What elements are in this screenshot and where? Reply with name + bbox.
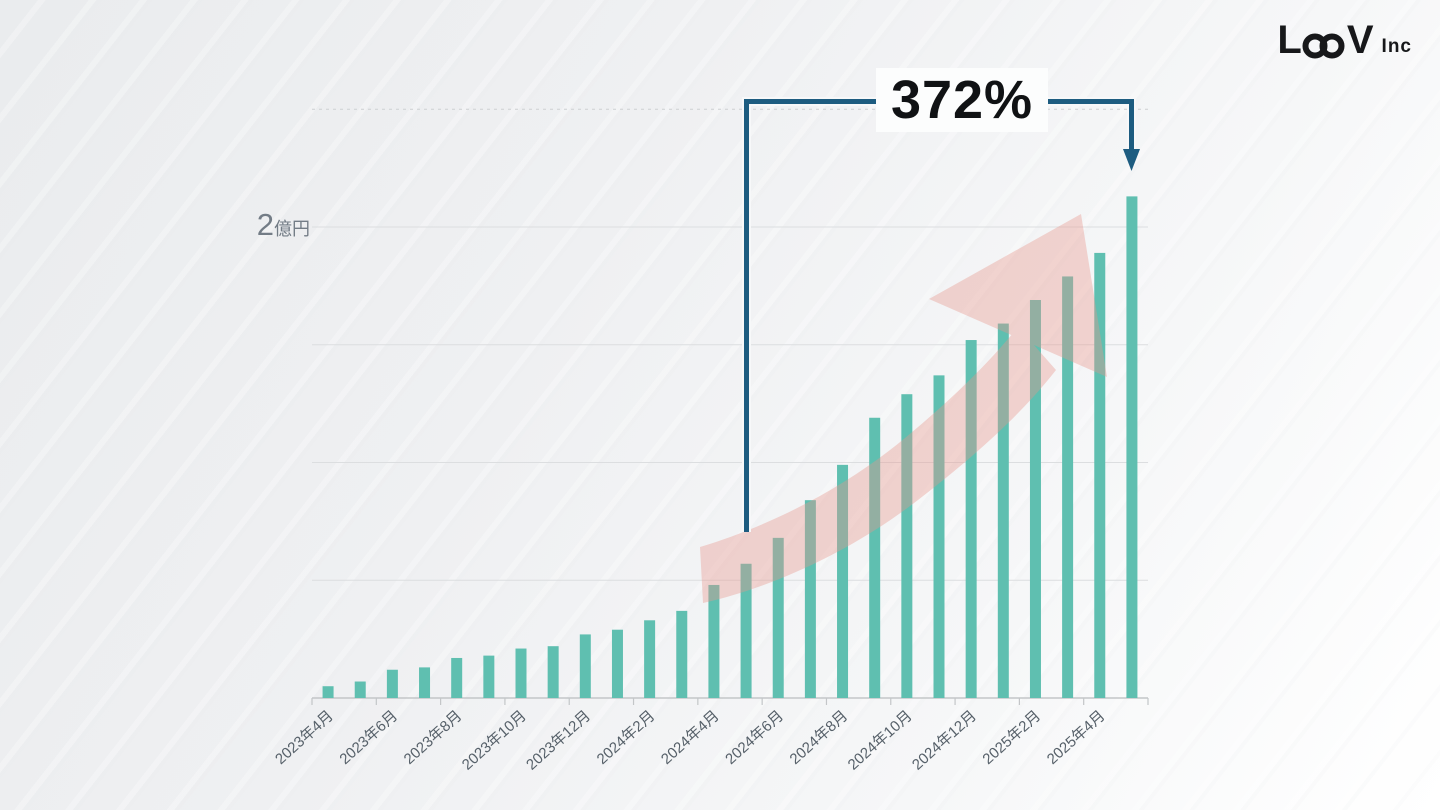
bar bbox=[804, 500, 816, 698]
x-tick-label: 2023年10月 bbox=[459, 707, 530, 773]
x-tick-label: 2024年4月 bbox=[658, 707, 723, 768]
bar bbox=[1126, 196, 1138, 698]
bar bbox=[322, 686, 334, 698]
x-tick-label: 2024年2月 bbox=[594, 707, 659, 768]
bar bbox=[1094, 252, 1106, 698]
x-tick-label: 2023年6月 bbox=[336, 707, 401, 768]
logo-letter-l: L bbox=[1277, 18, 1301, 62]
company-logo: L V Inc bbox=[1277, 20, 1412, 60]
bar bbox=[933, 375, 945, 698]
bar bbox=[997, 323, 1009, 698]
bar bbox=[644, 620, 656, 698]
bar bbox=[515, 648, 527, 698]
bar bbox=[419, 667, 431, 698]
bar bbox=[772, 537, 784, 698]
x-tick-label: 2024年10月 bbox=[845, 707, 916, 773]
y-axis-value: 2 bbox=[256, 207, 274, 242]
growth-arrow-illustration bbox=[700, 214, 1107, 603]
bar bbox=[1062, 276, 1074, 698]
bar bbox=[901, 394, 913, 698]
x-tick-label: 2023年4月 bbox=[272, 707, 337, 768]
bar bbox=[708, 584, 720, 698]
bar bbox=[869, 417, 881, 698]
y-axis-label: 2億円 bbox=[238, 207, 310, 243]
growth-percentage-label: 372% bbox=[876, 68, 1048, 132]
bracket-arrowhead-icon bbox=[1123, 149, 1140, 171]
x-tick-label: 2025年4月 bbox=[1044, 707, 1109, 768]
logo-suffix: Inc bbox=[1381, 36, 1412, 57]
bar bbox=[965, 340, 977, 698]
logo-letter-v: V bbox=[1346, 18, 1374, 62]
bar bbox=[1029, 300, 1041, 698]
bar bbox=[740, 563, 752, 698]
bar bbox=[483, 655, 495, 698]
bar bbox=[579, 634, 591, 698]
logo-infinity-icon bbox=[1302, 33, 1345, 59]
x-tick-label: 2024年12月 bbox=[909, 707, 980, 773]
bar bbox=[354, 681, 366, 698]
bar bbox=[611, 629, 623, 698]
bar bbox=[837, 464, 849, 698]
x-tick-label: 2024年8月 bbox=[787, 707, 852, 768]
bar bbox=[676, 610, 688, 698]
x-tick-label: 2023年8月 bbox=[401, 707, 466, 768]
x-tick-label: 2024年6月 bbox=[722, 707, 787, 768]
y-axis-unit: 億円 bbox=[274, 219, 310, 239]
bar bbox=[547, 646, 559, 698]
x-tick-label: 2023年12月 bbox=[523, 707, 594, 773]
x-tick-label: 2025年2月 bbox=[979, 707, 1044, 768]
bar bbox=[451, 657, 463, 698]
bar bbox=[386, 669, 398, 698]
